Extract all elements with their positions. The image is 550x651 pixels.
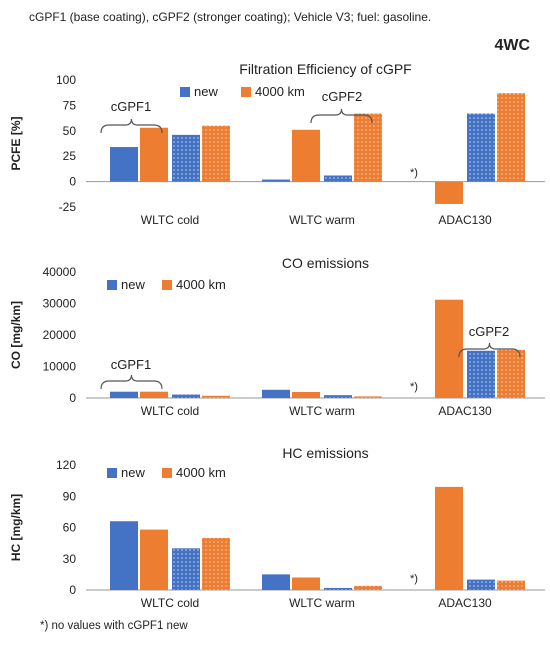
corner-tag: 4WC bbox=[494, 37, 530, 54]
chart1-legend-4000km: 4000 km bbox=[176, 277, 226, 292]
chart2-category-label: WLTC warm bbox=[289, 596, 355, 610]
chart2-bar-cgpf2-4000km bbox=[354, 585, 382, 590]
chart0-ytick: 25 bbox=[63, 149, 77, 163]
chart1-bar-cgpf2-new bbox=[172, 394, 200, 398]
chart0-legend-swatch-new bbox=[180, 87, 190, 97]
chart0-bar-cgpf1-4000km bbox=[292, 129, 320, 182]
chart1-bar-cgpf1-4000km bbox=[292, 392, 320, 398]
chart0-bar-cgpf2-4000km bbox=[497, 93, 525, 182]
chart1-bar-cgpf2-4000km bbox=[354, 396, 382, 398]
chart2-ytick: 60 bbox=[63, 521, 77, 535]
chart0-category-label: WLTC cold bbox=[141, 213, 199, 227]
chart0-title: Filtration Efficiency of cGPF bbox=[239, 61, 411, 77]
chart2-legend-4000km: 4000 km bbox=[176, 465, 226, 480]
chart2-bar-cgpf2-new bbox=[324, 587, 352, 590]
chart1-ytick: 0 bbox=[69, 391, 76, 405]
chart1-bar-cgpf2-4000km bbox=[202, 395, 230, 398]
chart0-ytick: 100 bbox=[56, 73, 76, 87]
chart2-category-label: WLTC cold bbox=[141, 596, 199, 610]
chart0-missing-note: *) bbox=[410, 167, 418, 179]
chart2-bar-cgpf1-4000km bbox=[140, 529, 168, 590]
chart1-legend-swatch-new bbox=[107, 280, 117, 290]
chart2-title: HC emissions bbox=[282, 445, 368, 461]
chart2-bar-cgpf1-new bbox=[110, 521, 138, 590]
chart0-legend-swatch-4000km bbox=[241, 87, 251, 97]
chart2-bar-cgpf1-4000km bbox=[435, 486, 463, 590]
chart0-bar-cgpf2-4000km bbox=[202, 125, 230, 182]
chart0-category-label: ADAC130 bbox=[438, 213, 492, 227]
chart2-ytick: 120 bbox=[56, 458, 76, 472]
chart0-ytick: 75 bbox=[63, 98, 77, 112]
chart0-ytick: -25 bbox=[59, 200, 77, 214]
chart0-ylabel: PCFE [%] bbox=[9, 116, 23, 170]
chart1-bar-cgpf1-4000km bbox=[140, 391, 168, 398]
chart1-bar-cgpf1-4000km bbox=[435, 299, 463, 398]
chart1-brace bbox=[100, 374, 163, 390]
chart2-bar-cgpf2-4000km bbox=[202, 537, 230, 590]
chart2-ytick: 30 bbox=[63, 552, 77, 566]
chart0-bar-cgpf2-new bbox=[172, 134, 200, 182]
chart2-missing-note: *) bbox=[410, 573, 418, 585]
chart0-bar-cgpf1-4000km bbox=[435, 181, 463, 204]
chart0-brace-label: cGPF1 bbox=[111, 99, 151, 114]
chart1-brace-label: cGPF2 bbox=[469, 324, 509, 339]
chart0-brace bbox=[100, 118, 163, 134]
chart0-legend-new: new bbox=[194, 84, 218, 99]
footnote: *) no values with cGPF1 new bbox=[40, 620, 188, 632]
chart0-category-label: WLTC warm bbox=[289, 213, 355, 227]
chart2-bar-cgpf1-4000km bbox=[292, 577, 320, 590]
chart1-ytick: 40000 bbox=[43, 265, 77, 279]
chart2-bar-cgpf1-new bbox=[262, 574, 290, 590]
chart1-brace bbox=[458, 342, 521, 358]
chart1-ytick: 10000 bbox=[43, 360, 77, 374]
chart1-category-label: ADAC130 bbox=[438, 404, 492, 418]
chart2-bar-cgpf2-new bbox=[467, 579, 495, 590]
chart1-bar-cgpf2-new bbox=[324, 395, 352, 398]
chart2-ytick: 0 bbox=[69, 583, 76, 597]
chart1-missing-note: *) bbox=[410, 381, 418, 393]
chart0-bar-cgpf2-new bbox=[467, 113, 495, 182]
chart0-brace-label: cGPF2 bbox=[322, 89, 362, 104]
chart2-category-label: ADAC130 bbox=[438, 596, 492, 610]
chart1-legend-new: new bbox=[121, 277, 145, 292]
page-header: cGPF1 (base coating), cGPF2 (stronger co… bbox=[29, 10, 432, 24]
chart1-bar-cgpf2-new bbox=[467, 350, 495, 398]
chart2-ytick: 90 bbox=[63, 489, 77, 503]
chart1-category-label: WLTC cold bbox=[141, 404, 199, 418]
chart1-ytick: 30000 bbox=[43, 297, 77, 311]
chart2-ylabel: HC [mg/km] bbox=[9, 494, 23, 561]
chart0-bar-cgpf1-new bbox=[110, 147, 138, 182]
chart0-bar-cgpf1-new bbox=[262, 179, 290, 182]
chart0-legend-4000km: 4000 km bbox=[255, 84, 305, 99]
chart0-bar-cgpf2-new bbox=[324, 175, 352, 182]
chart2-legend-new: new bbox=[121, 465, 145, 480]
chart1-bar-cgpf1-new bbox=[110, 391, 138, 398]
chart2-legend-swatch-new bbox=[107, 468, 117, 478]
chart2-bar-cgpf2-new bbox=[172, 548, 200, 590]
chart1-brace-label: cGPF1 bbox=[111, 357, 151, 372]
chart0-brace bbox=[310, 108, 373, 124]
chart0-bar-cgpf1-4000km bbox=[140, 127, 168, 182]
chart1-bar-cgpf1-new bbox=[262, 389, 290, 398]
chart1-category-label: WLTC warm bbox=[289, 404, 355, 418]
chart1-ytick: 20000 bbox=[43, 328, 77, 342]
chart0-ytick: 50 bbox=[63, 124, 77, 138]
chart1-legend-swatch-4000km bbox=[162, 280, 172, 290]
chart1-ylabel: CO [mg/km] bbox=[9, 301, 23, 369]
chart2-bar-cgpf2-4000km bbox=[497, 580, 525, 590]
chart0-ytick: 0 bbox=[69, 175, 76, 189]
chart1-bar-cgpf2-4000km bbox=[497, 349, 525, 398]
chart0-bar-cgpf2-4000km bbox=[354, 113, 382, 182]
chart2-legend-swatch-4000km bbox=[162, 468, 172, 478]
chart1-title: CO emissions bbox=[282, 255, 369, 271]
